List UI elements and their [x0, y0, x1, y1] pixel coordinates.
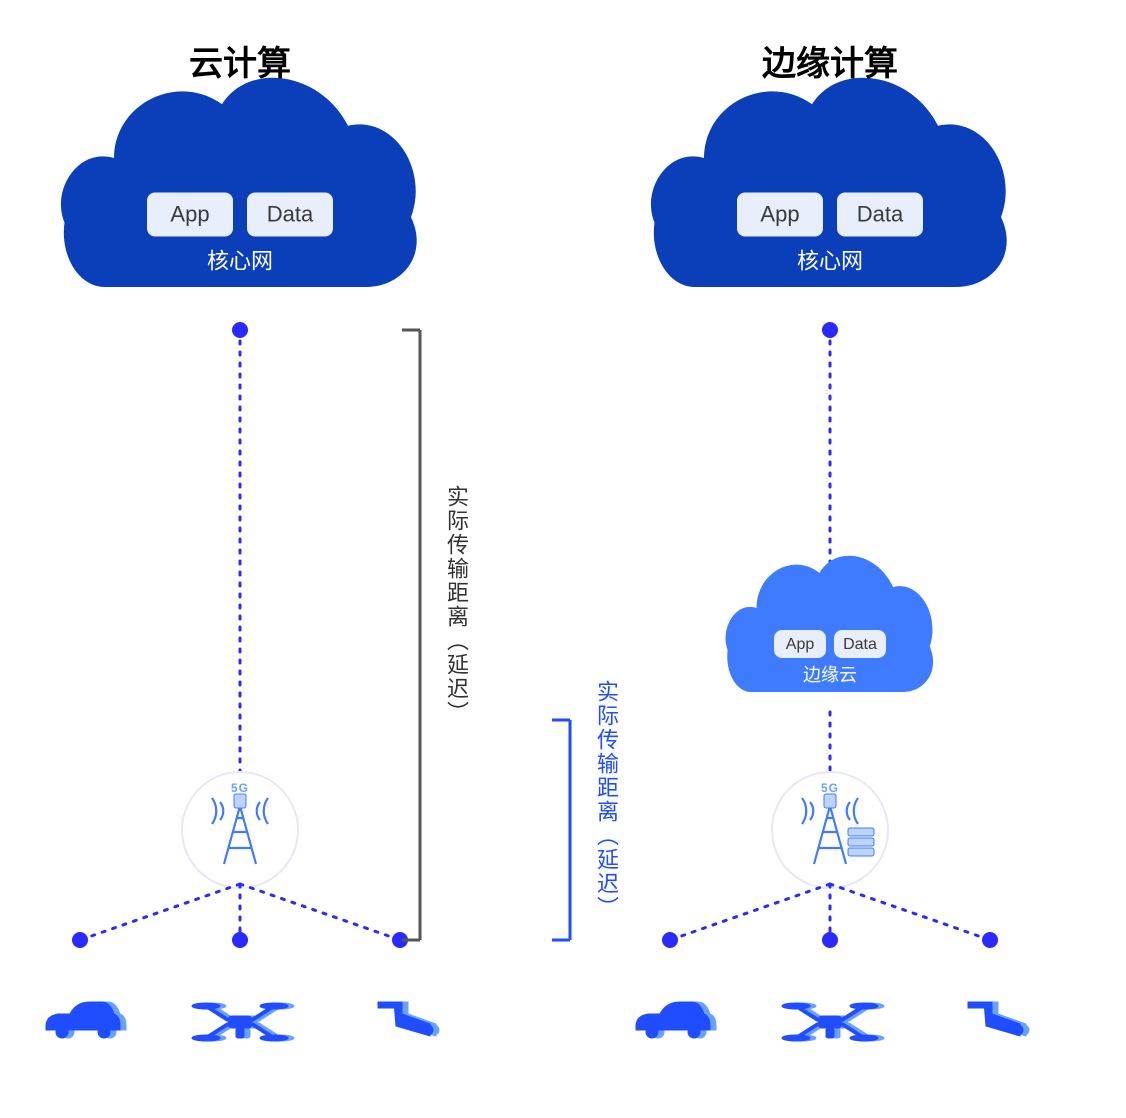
svg-text:App: App	[170, 201, 209, 226]
svg-text:5G: 5G	[821, 781, 839, 795]
diagram-svg: App Data 核心网 5G App Data 核心网 App Data 边缘云 5G	[0, 0, 1126, 1118]
latency-label-left: 实际传输距离（延迟）	[440, 485, 472, 725]
svg-text:Data: Data	[857, 201, 904, 226]
left-column: App Data 核心网 5G	[46, 78, 439, 1041]
title-right: 边缘计算	[590, 36, 1070, 85]
svg-text:核心网: 核心网	[207, 248, 273, 273]
latency-label-right: 实际传输距离（延迟）	[590, 680, 622, 920]
svg-text:核心网: 核心网	[797, 248, 863, 273]
svg-text:边缘云: 边缘云	[803, 665, 857, 685]
svg-text:Data: Data	[267, 201, 314, 226]
svg-text:Data: Data	[843, 636, 877, 653]
right-column: App Data 核心网 App Data 边缘云 5G	[552, 78, 1029, 1041]
svg-text:App: App	[760, 201, 799, 226]
svg-text:5G: 5G	[231, 781, 249, 795]
svg-text:App: App	[786, 636, 815, 653]
title-left: 云计算	[0, 36, 480, 85]
